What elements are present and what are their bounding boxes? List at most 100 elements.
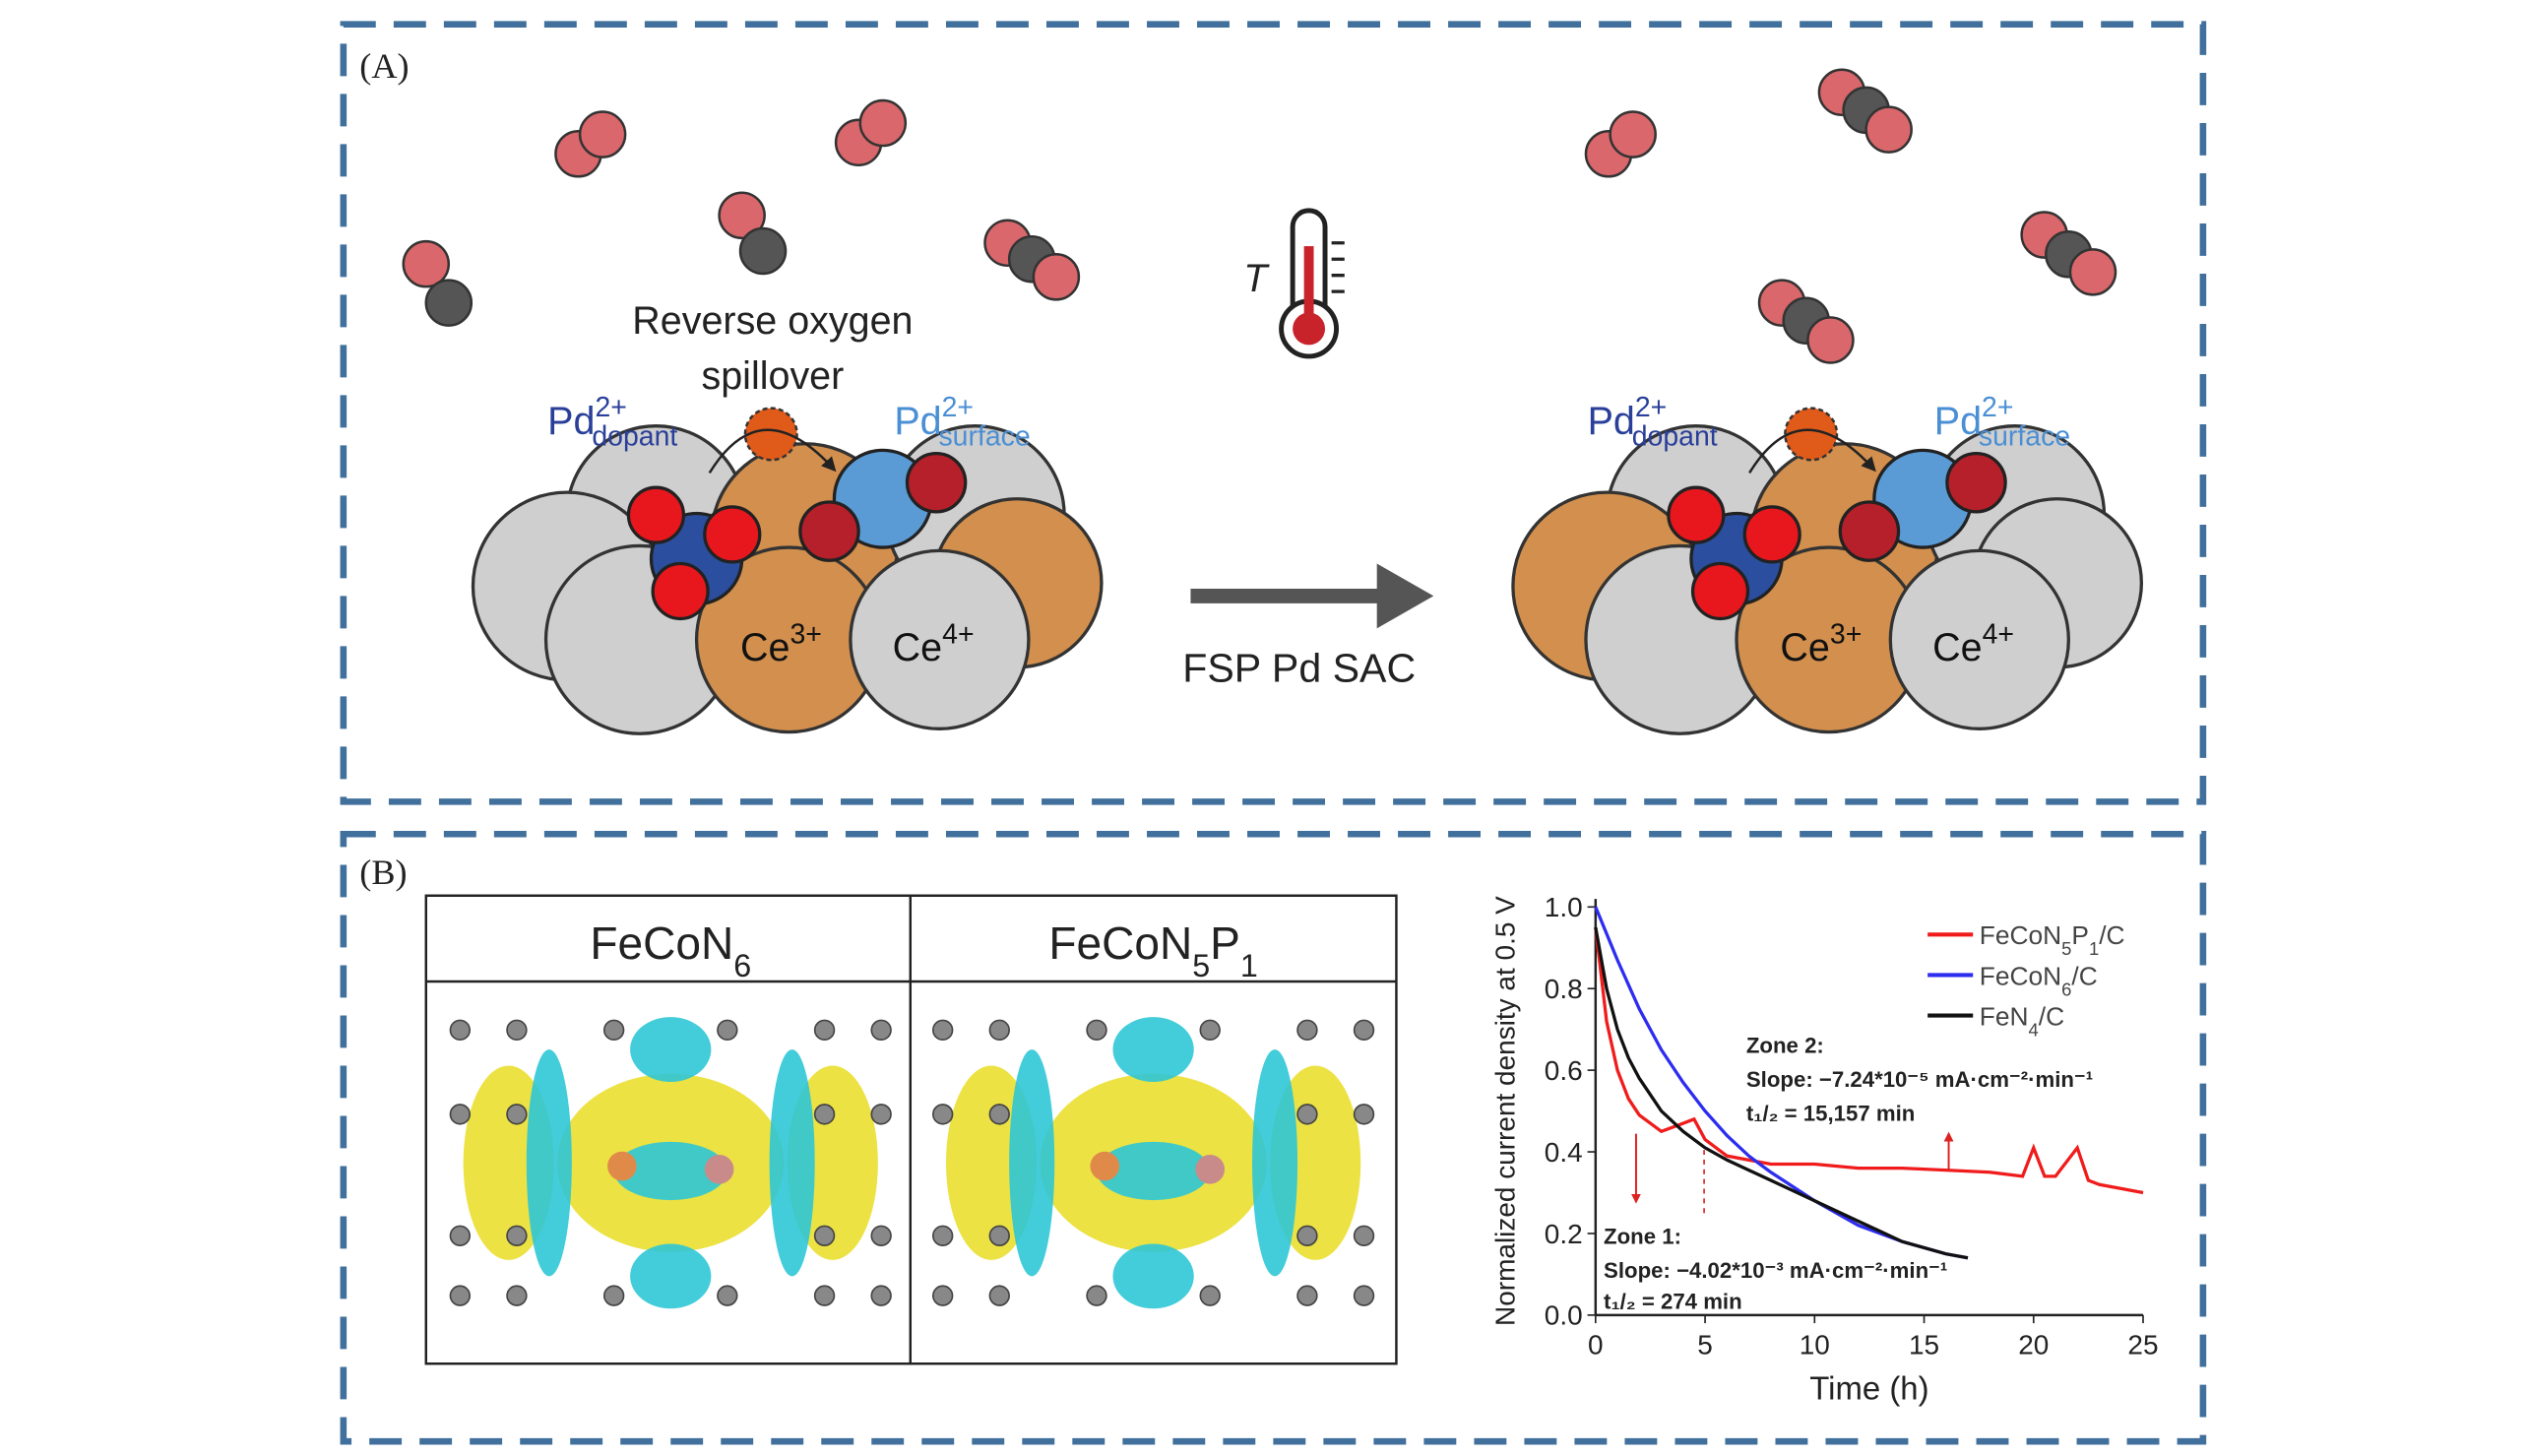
- lattice-dot: [988, 1225, 1010, 1246]
- lattice-dot: [449, 1019, 472, 1042]
- density-cyan: [1009, 1049, 1055, 1277]
- surface-atom: [626, 485, 686, 544]
- panel-b-frame: [340, 830, 2207, 1445]
- lattice-dot: [506, 1285, 528, 1306]
- lattice-dot: [813, 1225, 836, 1246]
- lattice-dot: [717, 1285, 738, 1306]
- legend-label: FeCoN5P1/C: [1980, 920, 2125, 958]
- lattice-dot: [449, 1104, 472, 1125]
- ion-charge: 2+: [1982, 392, 2013, 423]
- lattice-dot: [870, 1019, 892, 1042]
- x-tick-label: 0: [1588, 1329, 1604, 1360]
- annotation: Slope: −4.02*10⁻³ mA·cm⁻²·min⁻¹: [1604, 1258, 1947, 1283]
- ion-base: Pd: [547, 400, 595, 443]
- annotation: t₁/₂ = 274 min: [1604, 1289, 1742, 1313]
- annotation: Zone 1:: [1604, 1224, 1681, 1248]
- density-cyan: [1112, 1017, 1194, 1082]
- lattice-dot: [870, 1285, 892, 1306]
- caption: Reverse oxygen: [632, 299, 913, 343]
- lattice-dot: [602, 1019, 625, 1042]
- lattice-dot: [1296, 1285, 1318, 1306]
- ion-site: surface: [938, 421, 1030, 453]
- lattice-dot: [931, 1019, 954, 1042]
- lattice-atom: [1888, 548, 2070, 730]
- ion-label: Ce4+: [893, 618, 975, 669]
- metal-atom: [704, 1155, 734, 1184]
- ion-site: surface: [1979, 421, 2070, 453]
- ion-base: Pd: [1588, 400, 1635, 443]
- surface-atom: [798, 500, 860, 562]
- charge-density-map: [931, 1017, 1375, 1309]
- lattice-dot: [1199, 1285, 1221, 1306]
- density-cyan: [1097, 1141, 1211, 1201]
- x-tick-label: 10: [1800, 1329, 1830, 1360]
- x-tick-label: 15: [1909, 1329, 1939, 1360]
- annotation: t₁/₂ = 15,157 min: [1746, 1101, 1915, 1125]
- lattice-dot: [931, 1104, 954, 1125]
- series-line: [1594, 926, 1969, 1260]
- reaction-arrowhead: [1376, 563, 1434, 629]
- lattice-dot: [449, 1285, 472, 1306]
- annotation: Slope: −7.24*10⁻⁵ mA·cm⁻²·min⁻¹: [1746, 1067, 2093, 1092]
- series-line: [1594, 926, 2144, 1195]
- ion-charge: 4+: [1983, 618, 2014, 650]
- ion-site: dopant: [592, 421, 677, 453]
- x-tick-label: 5: [1697, 1329, 1713, 1360]
- lattice-dot: [988, 1285, 1010, 1306]
- lattice-dot: [1296, 1104, 1318, 1125]
- spillover-arrow: [708, 428, 837, 475]
- surface-atom: [1742, 505, 1801, 564]
- y-tick-label: 1.0: [1545, 892, 1583, 922]
- ion-base: Pd: [1934, 400, 1982, 443]
- ion-label: Pd2+ surface: [894, 392, 1030, 453]
- spillover-oxygen: [743, 407, 798, 462]
- ion-label: Pd2+ surface: [1934, 392, 2070, 453]
- gas-molecules: [402, 68, 2117, 364]
- spillover-oxygen: [1784, 407, 1839, 462]
- density-cyan: [613, 1141, 727, 1201]
- metal-atom: [1195, 1155, 1226, 1184]
- ion-charge: 3+: [1830, 618, 1862, 650]
- legend-label: FeCoN6/C: [1980, 961, 2098, 998]
- charge-density-map: [449, 1017, 892, 1309]
- lattice-dot: [449, 1225, 472, 1246]
- caption: spillover: [702, 354, 845, 398]
- surface-atom: [703, 505, 762, 564]
- temperature-symbol: T: [1243, 257, 1270, 300]
- surface-atom: [905, 452, 968, 514]
- y-tick-label: 0.8: [1545, 974, 1583, 1004]
- metal-atom: [1090, 1151, 1120, 1181]
- lattice-dot: [1353, 1019, 1375, 1042]
- density-cyan: [526, 1049, 572, 1277]
- surface-atom: [1667, 485, 1726, 544]
- legend-label: FeN4/C: [1980, 1001, 2064, 1039]
- ion-charge: 4+: [942, 618, 974, 650]
- ion-base: Pd: [894, 400, 941, 443]
- ion-site: dopant: [1632, 421, 1718, 453]
- ion-label: Pd2+ dopant: [1588, 392, 1718, 453]
- lattice-dot: [813, 1019, 836, 1042]
- ion-base: Ce: [740, 626, 790, 669]
- chart-arrows: [1631, 1131, 1954, 1219]
- lattice-dot: [506, 1019, 528, 1042]
- y-tick-label: 0.0: [1545, 1300, 1583, 1331]
- ion-charge: 2+: [595, 392, 626, 423]
- x-axis-label: Time (h): [1809, 1369, 1928, 1406]
- lattice-dot: [1353, 1225, 1375, 1246]
- lattice-dot: [1296, 1019, 1318, 1042]
- table-header: FeCoN5P1: [1048, 918, 1257, 983]
- table-header: FeCoN6: [590, 918, 751, 983]
- y-tick-label: 0.2: [1545, 1219, 1583, 1249]
- ion-label: Ce4+: [1932, 618, 2014, 669]
- panel-label: (B): [359, 853, 407, 892]
- panel-a-frame: [340, 21, 2207, 805]
- lattice-dot: [813, 1104, 836, 1125]
- lattice-dot: [506, 1225, 528, 1246]
- x-tick-label: 25: [2127, 1329, 2158, 1360]
- annotation: Zone 2:: [1746, 1033, 1824, 1057]
- ion-charge: 3+: [790, 618, 821, 650]
- lattice-dot: [988, 1104, 1010, 1125]
